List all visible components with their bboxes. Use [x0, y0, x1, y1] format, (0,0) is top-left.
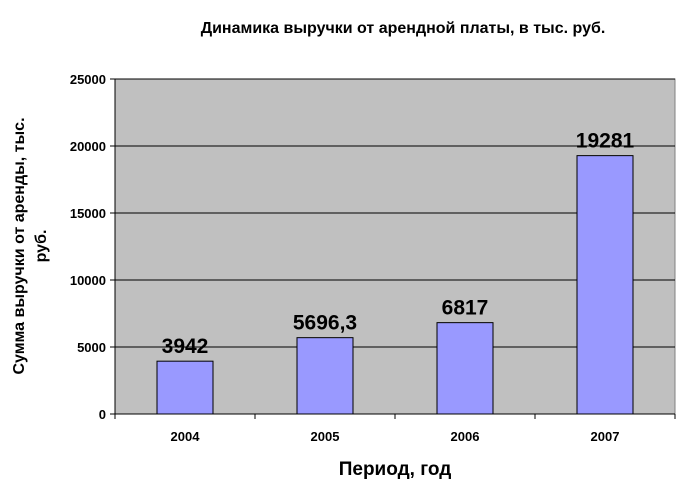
- axis-ticks: 0 5000 10000 15000 20000 25000 2004 2005 2006 200…: [70, 72, 676, 444]
- x-tick-label: 2006: [451, 429, 480, 444]
- y-axis-label-group: Сумма выручки от аренды, тыс. руб.: [11, 117, 50, 374]
- bar-2005: [296, 337, 354, 415]
- y-axis-label: Сумма выручки от аренды, тыс. руб.: [11, 117, 50, 374]
- bar-2006: [436, 322, 494, 415]
- x-tick-label: 2004: [171, 429, 201, 444]
- y-tick-label: 15000: [70, 206, 106, 221]
- y-tick-label: 5000: [77, 340, 106, 355]
- y-tick-label: 10000: [70, 273, 106, 288]
- x-tick-label: 2005: [311, 429, 340, 444]
- bar-2004: [156, 360, 214, 415]
- data-label: 5696,3: [293, 312, 357, 335]
- data-label: 3942: [162, 335, 209, 358]
- y-tick-label: 0: [99, 407, 106, 422]
- bars: 3942 5696,3 6817 19281: [156, 130, 635, 415]
- chart-title: Динамика выручки от арендной платы, в ты…: [200, 20, 606, 37]
- data-label: 19281: [576, 130, 635, 153]
- x-tick-label: 2007: [591, 429, 620, 444]
- x-axis-label: Период, год: [339, 459, 452, 480]
- y-tick-label: 25000: [70, 72, 106, 87]
- data-label: 6817: [442, 297, 489, 320]
- y-tick-label: 20000: [70, 139, 106, 154]
- bar-2007: [576, 155, 634, 415]
